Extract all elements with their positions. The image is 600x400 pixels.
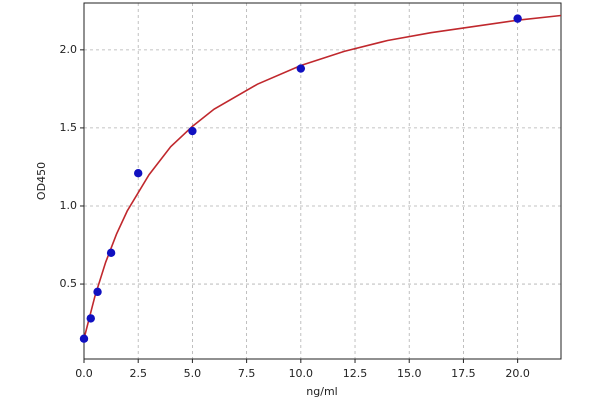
y-tick-label: 1.5 bbox=[60, 121, 78, 134]
x-tick-label: 5.0 bbox=[184, 367, 202, 380]
data-point bbox=[188, 126, 197, 136]
x-tick-label: 2.5 bbox=[129, 367, 147, 380]
y-tick-label: 1.0 bbox=[60, 199, 78, 212]
x-tick-label: 7.5 bbox=[238, 367, 256, 380]
data-point bbox=[513, 14, 522, 23]
data-point bbox=[93, 287, 102, 297]
y-tick-label: 2.0 bbox=[60, 43, 78, 56]
x-tick-label: 17.5 bbox=[451, 367, 476, 380]
x-axis-label: ng/ml bbox=[306, 385, 337, 398]
x-tick-label: 0.0 bbox=[75, 367, 93, 380]
x-tick-label: 20.0 bbox=[505, 367, 530, 380]
data-point bbox=[86, 314, 95, 323]
y-axis-label: OD450 bbox=[35, 162, 48, 200]
plot-frame bbox=[83, 2, 562, 360]
data-point bbox=[134, 168, 143, 178]
x-tick-label: 12.5 bbox=[343, 367, 368, 380]
x-tick-label: 15.0 bbox=[397, 367, 422, 380]
fit-curve bbox=[84, 14, 561, 339]
data-point bbox=[79, 334, 89, 343]
data-point bbox=[296, 64, 306, 73]
data-point bbox=[106, 248, 116, 258]
x-tick-label: 10.0 bbox=[289, 367, 314, 380]
y-tick-label: 0.5 bbox=[60, 277, 78, 290]
